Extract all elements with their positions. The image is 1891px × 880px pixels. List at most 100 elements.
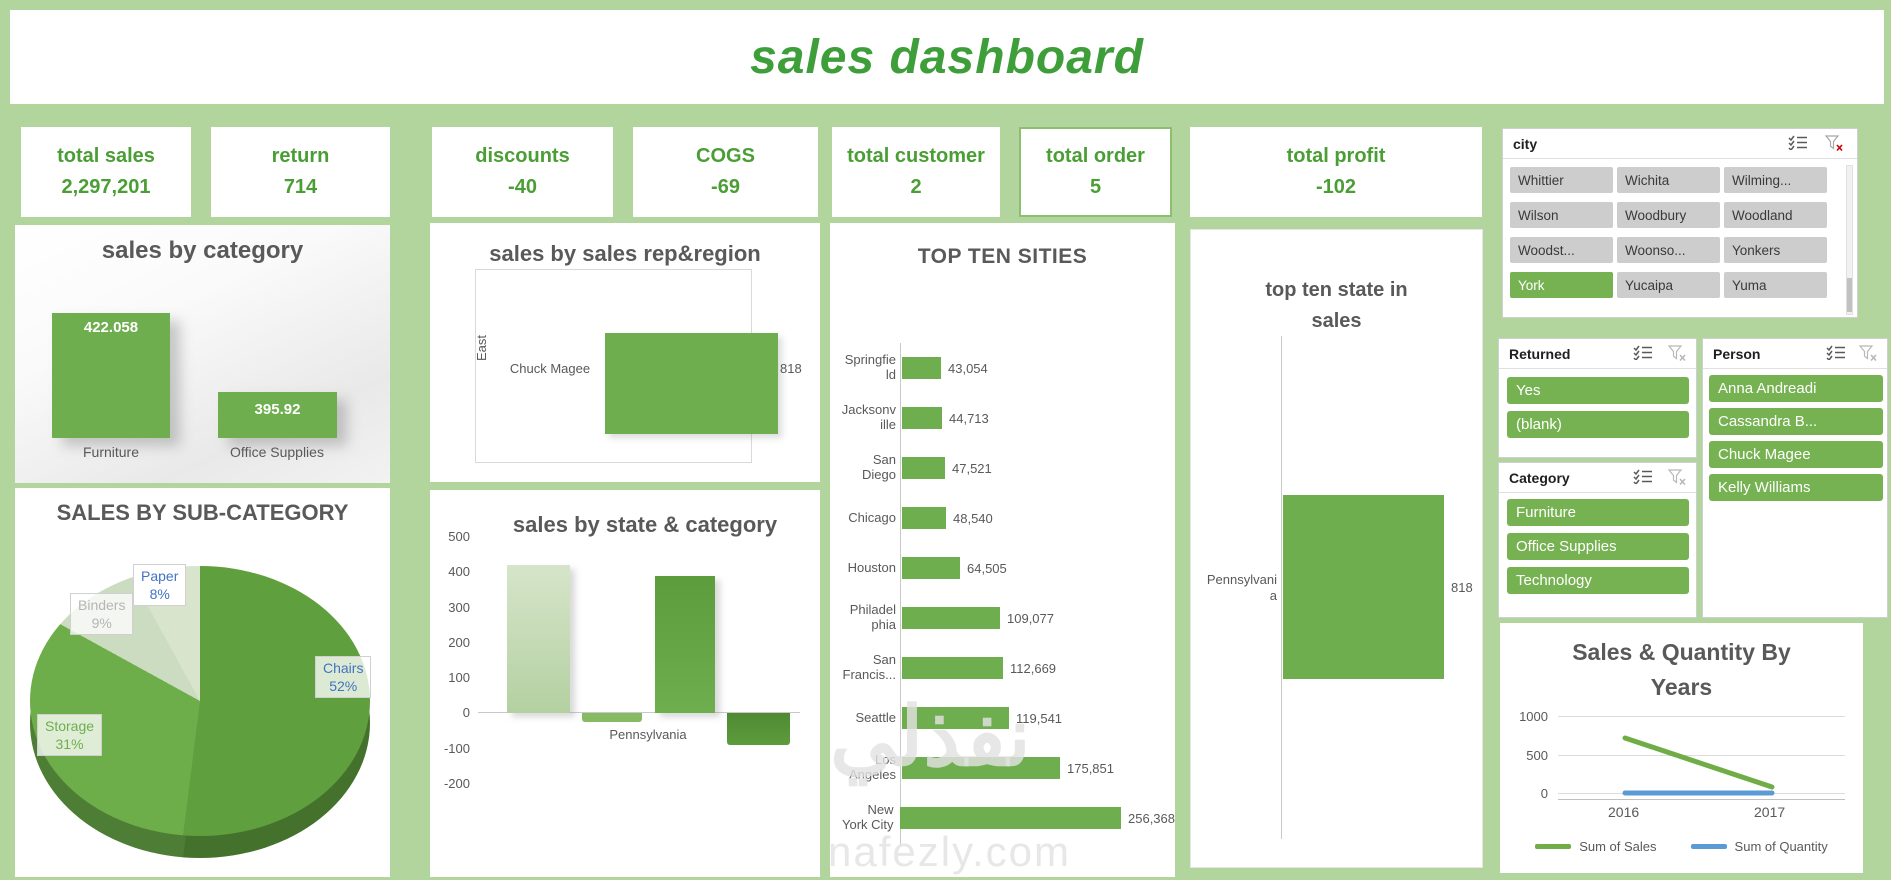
bar-row: San Diego 47,521 [830, 443, 1175, 493]
y-tick: 300 [448, 600, 470, 615]
city-label: Chicago [848, 509, 896, 525]
slicer-item[interactable]: Woonso... [1617, 237, 1720, 263]
slicer-item-selected[interactable]: York [1510, 272, 1613, 298]
slicer-header: Person [1703, 339, 1887, 369]
sales-by-category-chart: sales by category 422.058 395.92 Furnitu… [15, 225, 390, 483]
multi-select-icon[interactable] [1825, 345, 1847, 363]
multi-select-icon[interactable] [1632, 345, 1654, 363]
bar-row: Philadel phia 109,077 [830, 593, 1175, 643]
slicer-item[interactable]: (blank) [1507, 411, 1689, 438]
slicer-item[interactable]: Kelly Williams [1709, 474, 1883, 501]
y-tick: -200 [443, 776, 470, 791]
slicer-item[interactable]: Wilming... [1724, 167, 1827, 193]
returned-slicer: Returned Yes (blank) [1498, 338, 1697, 458]
bar-row: New York City 256,368 [830, 793, 1175, 843]
slicer-item[interactable]: Wichita [1617, 167, 1720, 193]
bar-value: 112,669 [1010, 660, 1057, 676]
slicer-item[interactable]: Chuck Magee [1709, 441, 1883, 468]
slicer-item[interactable]: Woodbury [1617, 202, 1720, 228]
bar-row: Houston 64,505 [830, 543, 1175, 593]
bar-data-label: 395.92 [254, 401, 301, 418]
slicer-item[interactable]: Yuma [1724, 272, 1827, 298]
city-label: Jacksonv ille [841, 402, 896, 432]
chart-legend: Sum of Sales Sum of Quantity [1500, 839, 1863, 854]
bar [902, 707, 1009, 729]
legend-label: Sum of Sales [1579, 839, 1657, 854]
clear-filter-icon[interactable] [1666, 469, 1688, 487]
slicer-item[interactable]: Yes [1507, 377, 1689, 404]
slicer-item[interactable]: Woodst... [1510, 237, 1613, 263]
kpi-value: 2,297,201 [61, 176, 151, 198]
bar-data-label: 818 [1451, 580, 1473, 595]
y-tick: 0 [462, 705, 470, 720]
bar [902, 507, 946, 529]
y-tick: 500 [448, 529, 470, 544]
pie-label-paper: Paper 8% [133, 564, 187, 607]
x-tick: 2016 [1608, 804, 1640, 820]
pie-label-chairs: Chairs 52% [315, 656, 372, 699]
bar [902, 407, 942, 429]
bar-row: Los Angeles 175,851 [830, 743, 1175, 793]
y-tick: 100 [448, 670, 470, 685]
page-title: sales dashboard [750, 30, 1144, 84]
x-tick: 2017 [1754, 804, 1786, 820]
slicer-item[interactable]: Technology [1507, 567, 1689, 594]
bar-value: 47,521 [952, 460, 992, 476]
person-slicer: Person Anna Andreadi Cassandra B... Chuc… [1702, 338, 1888, 618]
bar-office-supplies [218, 392, 337, 438]
slicer-item[interactable]: Yucaipa [1617, 272, 1720, 298]
clear-filter-icon[interactable] [1857, 345, 1879, 363]
x-axis-line [1558, 799, 1845, 800]
bar-data-label: 422.058 [83, 319, 139, 336]
kpi-discounts: discounts -40 [432, 127, 613, 217]
x-axis-line [478, 712, 800, 713]
bar-value: 256,368 [1128, 810, 1175, 826]
slicer-item[interactable]: Furniture [1507, 499, 1689, 526]
chart-title: sales by state & category [512, 512, 778, 537]
city-label: Springfie ld [844, 352, 896, 382]
slicer-item[interactable]: Woodland [1724, 202, 1827, 228]
city-label: Los Angeles [849, 752, 896, 782]
multi-select-icon[interactable] [1787, 135, 1809, 153]
kpi-label: return [271, 145, 330, 167]
slicer-item[interactable]: Anna Andreadi [1709, 375, 1883, 402]
bar-furniture [52, 313, 170, 438]
y-tick: 200 [448, 635, 470, 650]
scrollbar[interactable] [1846, 165, 1853, 315]
slicer-item[interactable]: Cassandra B... [1709, 408, 1883, 435]
bar-series-2 [582, 713, 642, 722]
clear-filter-icon[interactable] [1823, 135, 1845, 153]
top-ten-cities-chart: TOP TEN SITIES Springfie ld 43,054 Jacks… [830, 223, 1175, 877]
bar [902, 357, 941, 379]
slicer-item[interactable]: Yonkers [1724, 237, 1827, 263]
city-label: Houston [847, 559, 896, 575]
kpi-label: total customer [847, 145, 985, 167]
y-tick: 500 [1526, 748, 1548, 763]
slicer-title: Category [1509, 470, 1570, 486]
kpi-total-order: total order 5 [1019, 127, 1172, 217]
kpi-label: discounts [475, 145, 570, 167]
city-label: New York City [842, 802, 894, 832]
slicer-title: city [1513, 136, 1538, 152]
city-slicer: city Whittier Wichita Wilming... Wilson … [1502, 128, 1858, 318]
bar-row: Chicago 48,540 [830, 493, 1175, 543]
region-axis-label: East [474, 335, 489, 362]
bar-row: Seattle 119,541 [830, 693, 1175, 743]
sales-quantity-by-years-chart: Sales & Quantity By Years 1000 500 0 201… [1500, 623, 1863, 873]
multi-select-icon[interactable] [1632, 469, 1654, 487]
chart-title: SALES BY SUB-CATEGORY [56, 500, 349, 525]
city-label: Seattle [855, 709, 896, 725]
rep-axis-label: Chuck Magee [509, 361, 591, 376]
scrollbar-thumb[interactable] [1847, 278, 1852, 312]
bar-value: 175,851 [1067, 760, 1114, 776]
bar-rows: Springfie ld 43,054 Jacksonv ille 44,713… [830, 343, 1175, 843]
slicer-item[interactable]: Whittier [1510, 167, 1613, 193]
kpi-value: -69 [711, 176, 740, 198]
slicer-item[interactable]: Wilson [1510, 202, 1613, 228]
bar-value: 109,077 [1007, 610, 1054, 626]
top-ten-state-chart: top ten state in sales Pennsylvani a 818 [1190, 229, 1483, 868]
slicer-item[interactable]: Office Supplies [1507, 533, 1689, 560]
bar-series-1 [507, 565, 570, 713]
chart-title: sales by sales rep&region [489, 241, 761, 266]
clear-filter-icon[interactable] [1666, 345, 1688, 363]
